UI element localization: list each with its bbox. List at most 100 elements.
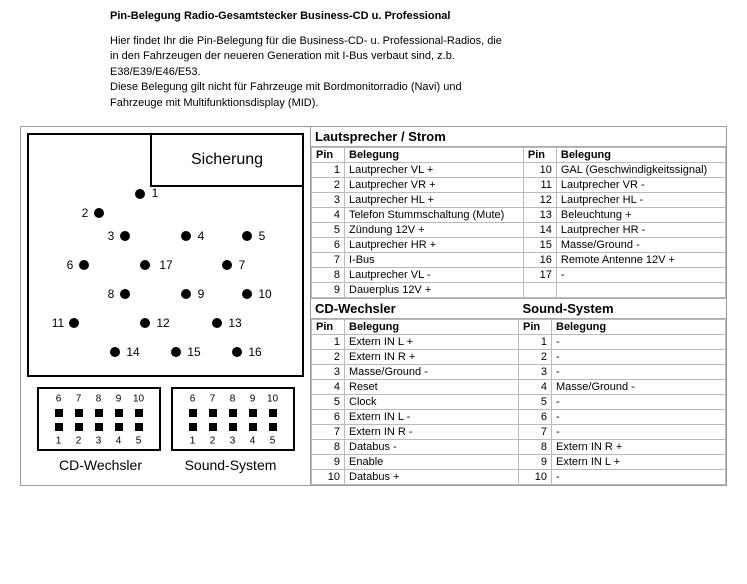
belegung-cell: -	[552, 334, 726, 349]
lower-table: Pin Belegung Pin Belegung 1Extern IN L +…	[311, 319, 726, 485]
cd-changer-caption: CD-Wechsler	[41, 457, 161, 473]
small-pin-dot	[249, 423, 257, 431]
pin-dot	[69, 318, 79, 328]
small-pin-dot	[55, 423, 63, 431]
pin-dot	[222, 260, 232, 270]
belegung-cell: GAL (Geschwindigkeitssignal)	[556, 162, 725, 177]
col-belegung: Belegung	[556, 147, 725, 162]
pin-dot	[79, 260, 89, 270]
table-row: 7I-Bus16Remote Antenne 12V +	[312, 252, 726, 267]
page-title: Pin-Belegung Radio-Gesamtstecker Busines…	[110, 10, 727, 22]
pin-label: 16	[248, 345, 261, 359]
pin-cell: 5	[519, 394, 552, 409]
belegung-cell: Lautprecher HR -	[556, 222, 725, 237]
pin-dot	[171, 347, 181, 357]
pin-cell: 7	[519, 424, 552, 439]
small-pin-dot	[269, 423, 277, 431]
small-pin-label: 6	[56, 393, 62, 404]
pin-cell: 8	[519, 439, 552, 454]
pin-label: 13	[228, 316, 241, 330]
pin-cell: 2	[312, 177, 345, 192]
pin-label: 6	[67, 258, 74, 272]
belegung-cell: Masse/Ground -	[552, 379, 726, 394]
pin-cell: 8	[312, 439, 345, 454]
belegung-cell: Extern IN R +	[552, 439, 726, 454]
belegung-cell: Reset	[345, 379, 519, 394]
small-pin-label: 5	[270, 435, 276, 446]
small-pin-dot	[189, 409, 197, 417]
pin-cell: 4	[312, 379, 345, 394]
table-row: 6Lautprecher HR +15Masse/Ground -	[312, 237, 726, 252]
pin-cell: 9	[312, 454, 345, 469]
belegung-cell: Extern IN L +	[552, 454, 726, 469]
table-row: 5Zündung 12V +14Lautprecher HR -	[312, 222, 726, 237]
pin-cell: 3	[519, 364, 552, 379]
pin-dot	[242, 289, 252, 299]
col-belegung: Belegung	[552, 319, 726, 334]
pin-cell: 6	[312, 409, 345, 424]
belegung-cell: Enable	[345, 454, 519, 469]
belegung-cell: Extern IN R +	[345, 349, 519, 364]
pin-label: 12	[156, 316, 169, 330]
table-row: 3Masse/Ground -3-	[312, 364, 726, 379]
table-row: 7Extern IN R -7-	[312, 424, 726, 439]
pin-cell: 10	[312, 469, 345, 484]
belegung-cell: Extern IN L +	[345, 334, 519, 349]
belegung-cell: Lautprecher HL +	[345, 192, 524, 207]
pin-cell: 16	[523, 252, 556, 267]
pin-dot	[242, 231, 252, 241]
pin-label: 1	[152, 186, 159, 200]
table-row: 1Extern IN L +1-	[312, 334, 726, 349]
small-pin-label: 7	[76, 393, 82, 404]
small-pin-dot	[229, 409, 237, 417]
pin-cell: 3	[312, 364, 345, 379]
speaker-power-table: Pin Belegung Pin Belegung 1Lautprecher V…	[311, 147, 726, 298]
col-belegung: Belegung	[345, 147, 524, 162]
belegung-cell: Beleuchtung +	[556, 207, 725, 222]
pin-label: 4	[198, 229, 205, 243]
sound-system-title: Sound-System	[519, 298, 727, 319]
small-pin-label: 10	[267, 393, 278, 404]
pin-cell: 5	[312, 222, 345, 237]
pin-label: 2	[82, 206, 89, 220]
intro-line: Diese Belegung gilt nicht für Fahrzeuge …	[110, 81, 462, 93]
small-pin-dot	[95, 423, 103, 431]
small-pin-label: 9	[250, 393, 256, 404]
col-pin: Pin	[523, 147, 556, 162]
small-pin-label: 1	[56, 435, 62, 446]
pin-dot	[140, 318, 150, 328]
pin-cell: 10	[523, 162, 556, 177]
table-row: 8Lautprecher VL -17-	[312, 267, 726, 282]
belegung-cell: Remote Antenne 12V +	[556, 252, 725, 267]
belegung-cell: Extern IN L -	[345, 409, 519, 424]
col-pin: Pin	[312, 319, 345, 334]
small-pin-dot	[115, 409, 123, 417]
belegung-cell: -	[552, 469, 726, 484]
belegung-cell: -	[556, 267, 725, 282]
table-row: 8Databus -8Extern IN R +	[312, 439, 726, 454]
small-pin-dot	[135, 423, 143, 431]
belegung-cell: Lautprecher VL +	[345, 162, 524, 177]
belegung-cell: Lautprecher VR -	[556, 177, 725, 192]
table-row: 2Lautprecher VR +11Lautprecher VR -	[312, 177, 726, 192]
pin-cell: 2	[312, 349, 345, 364]
belegung-cell	[556, 282, 725, 297]
pin-cell: 9	[519, 454, 552, 469]
tables-column: Lautsprecher / Strom Pin Belegung Pin Be…	[311, 127, 726, 485]
pin-cell: 17	[523, 267, 556, 282]
pin-dot	[140, 260, 150, 270]
small-pin-dot	[189, 423, 197, 431]
diagram-column: Sicherung 1234561778910111213141516 6789…	[21, 127, 311, 485]
small-pin-dot	[75, 409, 83, 417]
belegung-cell: -	[552, 364, 726, 379]
pin-dot	[212, 318, 222, 328]
pin-dot	[181, 289, 191, 299]
small-pin-label: 5	[136, 435, 142, 446]
small-pin-label: 2	[210, 435, 216, 446]
table-row: 2Extern IN R +2-	[312, 349, 726, 364]
col-belegung: Belegung	[345, 319, 519, 334]
table-row: 1Lautprecher VL +10GAL (Geschwindigkeits…	[312, 162, 726, 177]
speaker-power-title: Lautsprecher / Strom	[311, 127, 726, 147]
pin-dot	[110, 347, 120, 357]
belegung-cell: -	[552, 409, 726, 424]
